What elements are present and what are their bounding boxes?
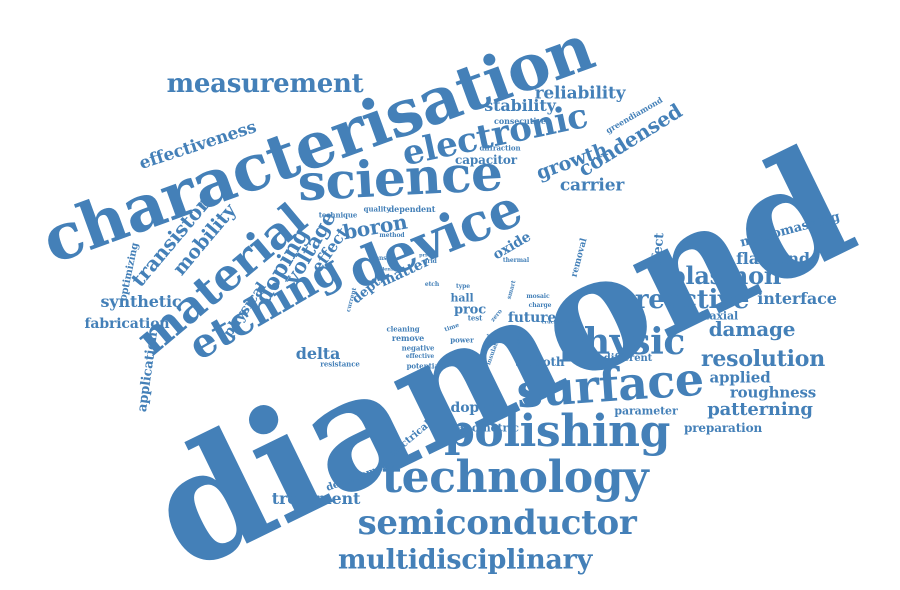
word-technique: technique [318,210,358,220]
word-nanometric: nanometric [449,421,519,435]
word-resistance: resistance [320,359,360,369]
word-dependent: dependent [388,204,436,214]
word-diffraction: diffraction [479,143,521,153]
word-reactive: reactive [634,285,750,315]
word-smooth: smooth [515,355,565,369]
word-epitaxial: epitaxial [685,309,739,323]
word-grid: grid [423,258,437,265]
word-etch: etch [424,281,440,288]
word-mosaic: mosaic [526,293,550,300]
word-lens: lens [382,266,394,273]
word-synthetic: synthetic [100,292,182,311]
word-polishing: polishing [444,406,670,457]
word-resolution: resolution [701,346,825,372]
word-cleaning: cleaning [386,324,420,334]
word-charge: charge [528,302,552,309]
word-potential: potential [406,361,442,371]
word-damage: damage [708,317,796,341]
word-carrier: carrier [559,175,625,196]
word-interface: interface [757,289,837,308]
word-application: application [134,331,162,413]
word-effective: effective [405,353,435,360]
word-hall: hall [450,291,474,305]
word-capacitor: capacitor [455,153,517,167]
word-physic: physic [559,321,685,363]
word-fabrication: fabrication [84,316,170,332]
word-quality: quality [363,204,391,214]
word-flatband: flatband [736,249,810,268]
word-method: method [379,232,405,239]
word-applied: applied [709,368,771,387]
word-power: power [450,335,474,345]
word-negative: negative [401,343,435,353]
word-crucial: crucial [541,319,561,326]
word-test: test [467,313,483,323]
word-bottom: bottom [560,319,580,326]
word-semiconductor: semiconductor [357,503,637,543]
word-type: type [455,283,471,290]
word-measurement: measurement [166,69,364,99]
word-reliability: reliability [534,83,626,104]
word-multidisciplinary: multidisciplinary [337,544,593,576]
word-treatment: treatment [271,489,361,508]
word-preparation: preparation [683,421,763,435]
word-defect: defect [648,232,668,278]
word-plasmon: plasmon [668,261,782,290]
word-future: future [507,310,557,326]
word-patterning: patterning [707,399,813,420]
word-parameter: parameter [614,404,678,418]
word-roughness: roughness [729,383,817,402]
word-density: density [371,255,395,262]
word-delta: delta [295,344,341,363]
word-remove: remove [391,333,425,343]
word-doped: doped [450,400,498,416]
word-stability: stability [484,96,556,115]
word-consecutive: consecutive [494,116,546,126]
word-proc: proc [453,302,487,318]
word-prior: prior [419,252,433,259]
word-thermal: thermal [502,257,530,264]
word-different: different [603,353,653,364]
word-technology: technology [381,452,649,503]
